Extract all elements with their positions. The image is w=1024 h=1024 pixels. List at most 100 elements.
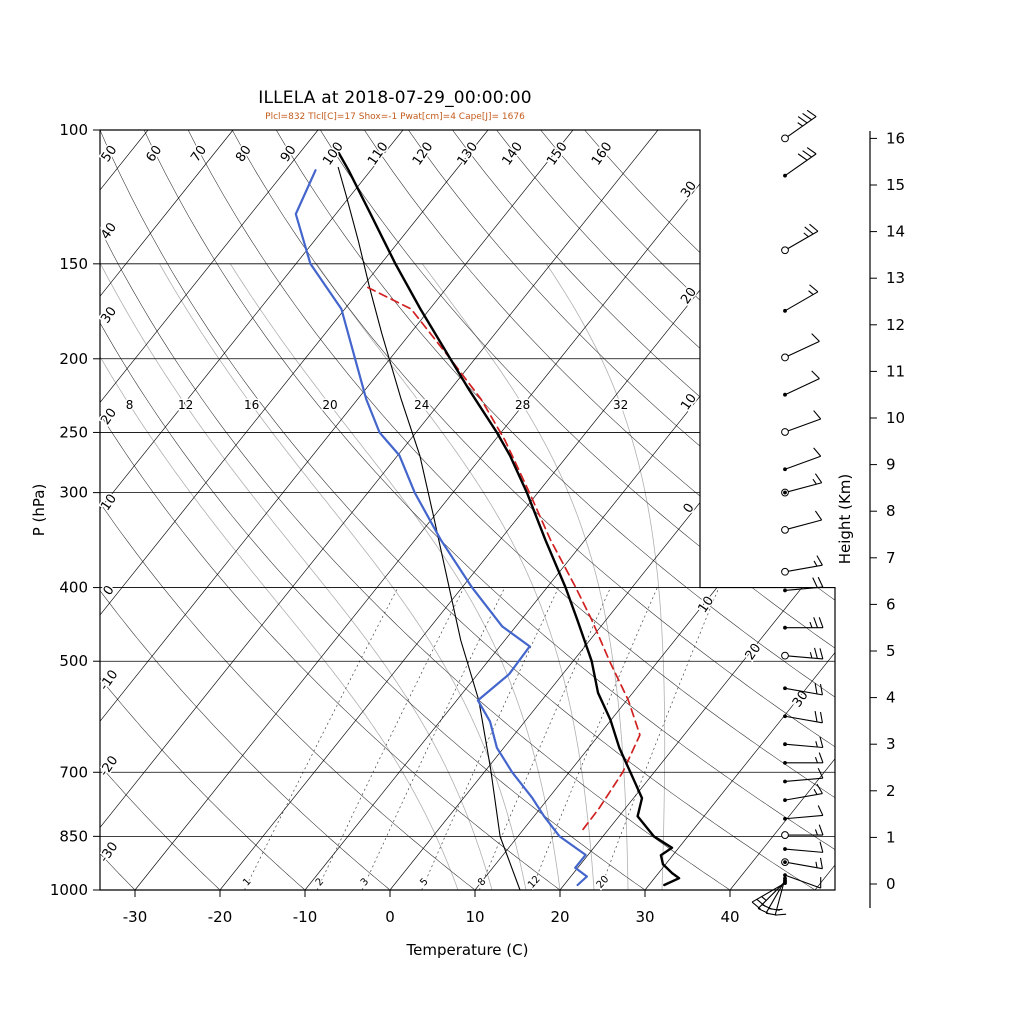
- height-tick-label: 3: [886, 735, 896, 753]
- dry-adiabat: [359, 130, 835, 890]
- wind-barb-feather: [819, 683, 823, 695]
- mixing-ratio-label: 12: [526, 874, 543, 891]
- wind-barb-half-feather: [815, 741, 818, 748]
- height-tick-label: 7: [886, 549, 896, 567]
- moist-adiabat: [100, 263, 493, 890]
- dry-adiabat-label: 100: [320, 140, 347, 169]
- wind-barb-feather: [817, 767, 824, 779]
- plot-frame: [99, 129, 836, 891]
- mixing-ratio-line: [316, 587, 465, 890]
- wind-barb-half-feather: [797, 122, 803, 127]
- wind-barb-staff: [784, 482, 822, 494]
- wind-barb-feather: [819, 857, 823, 869]
- wind-barb-feather: [816, 555, 823, 566]
- wind-barb-staff: [784, 230, 819, 251]
- dry-adiabat-label: 60: [143, 143, 165, 165]
- wind-barb-staff: [784, 455, 821, 470]
- dry-adiabat-label: 140: [499, 140, 526, 169]
- wind-barb-half-feather: [815, 861, 818, 868]
- mixing-ratio-line: [421, 587, 559, 890]
- moist-adiabat: [545, 263, 666, 890]
- moist-adiabat-label: 16: [244, 398, 259, 412]
- wind-barb-staff: [784, 586, 823, 591]
- wind-barb-half-feather: [809, 652, 813, 659]
- wind-barb-feather: [813, 647, 818, 659]
- dry-adiabat-label: 40: [98, 220, 120, 242]
- wind-barb-feather: [814, 710, 818, 722]
- wind-station-dot: [783, 760, 787, 765]
- wind-station-circle: [781, 525, 789, 534]
- wind-barb-staff: [784, 715, 823, 724]
- isotherm-label: 10: [678, 391, 700, 413]
- dry-adiabat-label: 120: [410, 140, 437, 169]
- pressure-tick-label: 700: [59, 763, 88, 781]
- aux-profile-curve: [337, 166, 521, 891]
- dry-adiabat: [100, 130, 583, 890]
- wind-station-dot: [783, 714, 787, 719]
- dry-adiabat-label: 160: [589, 140, 616, 169]
- wind-station-circle: [781, 246, 789, 255]
- dry-adiabat-label: 70: [188, 143, 210, 165]
- wind-station-dot: [783, 308, 787, 313]
- chart-title: ILLELA at 2018-07-29_00:00:00: [258, 88, 532, 108]
- isotherm: [729, 130, 835, 890]
- moist-adiabat: [421, 263, 629, 890]
- wind-station-dot: [783, 625, 787, 630]
- temp-tick-label: 0: [385, 908, 395, 926]
- height-tick-label: 0: [886, 875, 896, 893]
- wind-station-dot: [783, 467, 787, 472]
- isotherm-label: 20: [678, 285, 700, 307]
- isotherm: [474, 130, 835, 890]
- mixing-ratio-label: 3: [359, 876, 371, 888]
- wind-barb-staff: [784, 848, 823, 853]
- mixing-ratio-label: 20: [595, 874, 612, 891]
- pressure-axis-title: P (hPa): [30, 484, 48, 537]
- dry-adiabat-label: 10: [98, 492, 120, 514]
- wind-station-circle: [781, 428, 789, 436]
- isotherm: [100, 130, 574, 890]
- dry-adiabat: [100, 130, 324, 890]
- pressure-tick-label: 500: [59, 652, 88, 670]
- height-tick-label: 6: [886, 595, 896, 613]
- wind-barb-feather: [802, 113, 812, 121]
- height-tick-label: 11: [886, 362, 905, 380]
- wind-barb-half-feather: [809, 621, 813, 628]
- isotherm: [100, 130, 489, 890]
- wind-barb-feather: [818, 617, 824, 628]
- wind-barbs: [751, 109, 824, 916]
- wind-barb-feather: [812, 577, 818, 588]
- wind-barb-half-feather: [813, 789, 818, 795]
- moist-adiabat: [100, 263, 459, 890]
- wind-barb-staff: [784, 687, 823, 696]
- dry-adiabat: [447, 130, 835, 890]
- height-tick-label: 13: [886, 269, 905, 287]
- wind-barb-staff: [784, 655, 823, 660]
- isotherm-label: 20: [743, 641, 765, 663]
- moist-adiabat: [229, 263, 561, 890]
- wind-barb-staff: [784, 378, 820, 396]
- wind-barb-half-feather: [812, 478, 817, 485]
- dry-adiabat: [100, 130, 152, 890]
- dry-adiabat-label: 50: [99, 143, 121, 165]
- wind-station-dot: [783, 847, 787, 851]
- moist-adiabat-label: 8: [126, 398, 134, 412]
- temp-tick-label: 10: [465, 908, 484, 926]
- dry-adiabat: [315, 130, 835, 890]
- temp-tick-label: 40: [720, 908, 739, 926]
- wind-barb-feather: [813, 617, 819, 628]
- chart-subtitle: Plcl=832 Tlcl[C]=17 Shox=-1 Pwat[cm]=4 C…: [265, 112, 525, 122]
- dry-adiabat-label: 20: [98, 406, 120, 428]
- temp-tick-label: -10: [293, 908, 318, 926]
- wind-station-dot: [783, 742, 787, 747]
- wind-barb-staff: [751, 882, 786, 903]
- wind-barb-half-feather: [814, 829, 819, 836]
- dry-adiabat-label: 80: [233, 143, 255, 165]
- dewpoint-curve: [294, 169, 588, 887]
- wind-barb-feather: [814, 682, 818, 695]
- wind-barb-staff: [784, 519, 822, 531]
- mixing-ratio-label: 1: [241, 876, 253, 888]
